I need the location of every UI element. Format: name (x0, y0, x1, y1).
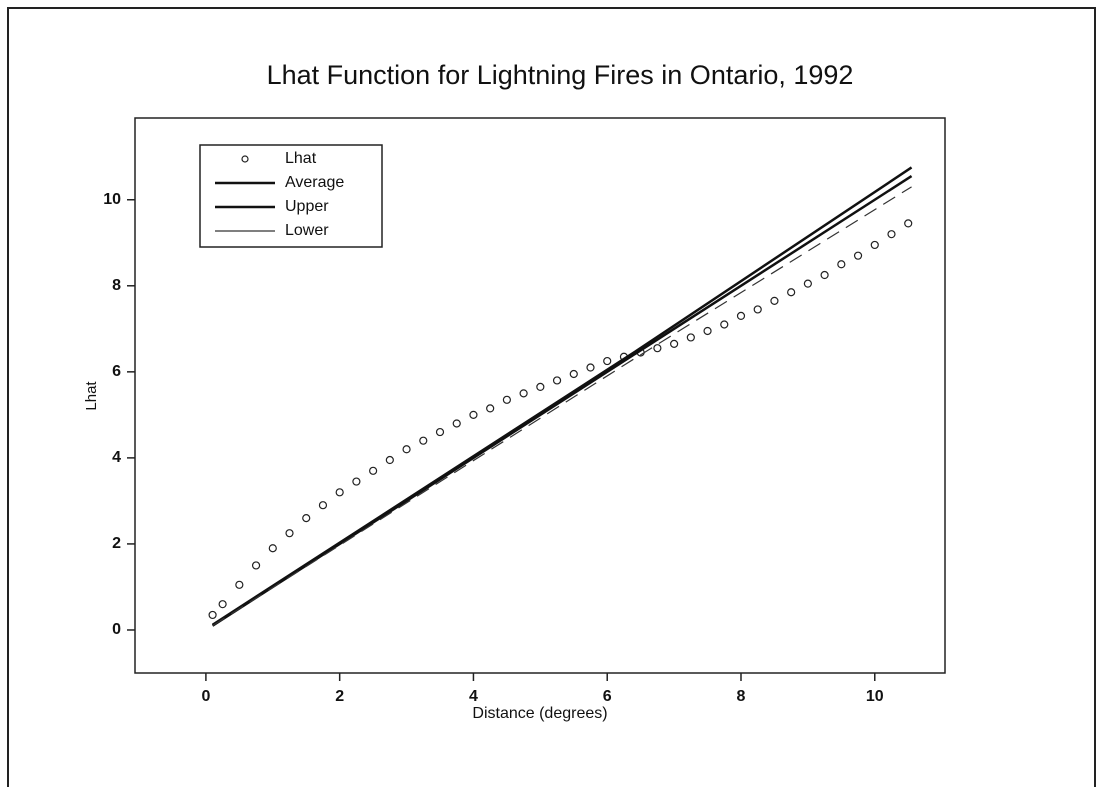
y-tick-label: 10 (103, 191, 121, 208)
lhat-point (720, 320, 729, 329)
lhat-point (208, 610, 217, 620)
lhat-point (251, 561, 261, 570)
lhat-point (285, 529, 294, 538)
legend-label: Upper (285, 198, 329, 215)
legend-label: Lhat (285, 150, 317, 167)
x-tick-label: 6 (603, 688, 612, 705)
frame (7, 7, 1096, 787)
y-tick-label: 2 (112, 535, 121, 552)
lhat-point (770, 296, 779, 305)
chart-title: Lhat Function for Lightning Fires in Ont… (267, 60, 854, 90)
lhat-point (653, 344, 662, 353)
lhat-point (820, 270, 829, 280)
lhat-point (302, 514, 311, 523)
lhat-point (787, 288, 796, 297)
plot-area (134, 117, 946, 674)
lhat-point (603, 356, 612, 366)
x-tick-label: 0 (201, 688, 210, 705)
y-tick-label: 8 (112, 277, 121, 294)
lhat-point (753, 305, 762, 314)
lhat-point (536, 382, 545, 391)
x-tick-label: 10 (866, 688, 884, 705)
lhat-point (452, 419, 461, 428)
x-tick-label: 2 (335, 688, 344, 705)
legend-box (199, 144, 383, 248)
x-axis-label: Distance (degrees) (472, 705, 607, 722)
series-line (212, 186, 912, 627)
y-axis-label: Lhat (83, 381, 100, 411)
lhat-point (519, 389, 528, 398)
lhat-point (837, 260, 846, 269)
lhat-point (670, 339, 679, 348)
lhat-point (853, 251, 863, 260)
lhat-point (502, 395, 511, 404)
lhat-point (703, 326, 712, 336)
lhat-point (569, 369, 578, 379)
lhat-point (586, 363, 595, 372)
lhat-point (268, 544, 277, 553)
lhat-point (385, 455, 394, 465)
x-tick-label: 8 (737, 688, 746, 705)
lhat-point (486, 404, 495, 413)
lhat-point (235, 580, 244, 589)
y-tick-label: 4 (112, 449, 121, 466)
lhat-point (552, 376, 562, 385)
lhat-point (318, 501, 328, 510)
series-line (211, 166, 913, 626)
y-tick-label: 0 (112, 621, 121, 638)
legend-symbol (241, 155, 249, 163)
legend-label: Lower (285, 222, 329, 239)
lhat-point (419, 436, 428, 445)
lhat-point (870, 240, 879, 250)
lhat-point (736, 311, 746, 321)
lhat-point (402, 445, 411, 454)
lhat-point (335, 488, 344, 497)
legend-label: Average (285, 174, 344, 191)
lhat-point (218, 600, 227, 609)
lhat-point (469, 410, 478, 419)
lhat-point (803, 279, 812, 288)
lhat-point (352, 477, 361, 486)
lhat-point (887, 230, 896, 239)
lhat-point (904, 219, 913, 228)
x-tick-label: 4 (469, 688, 478, 705)
y-tick-label: 6 (112, 363, 121, 380)
lhat-point (435, 427, 445, 437)
lhat-point (369, 466, 378, 475)
lhat-point (686, 333, 695, 342)
